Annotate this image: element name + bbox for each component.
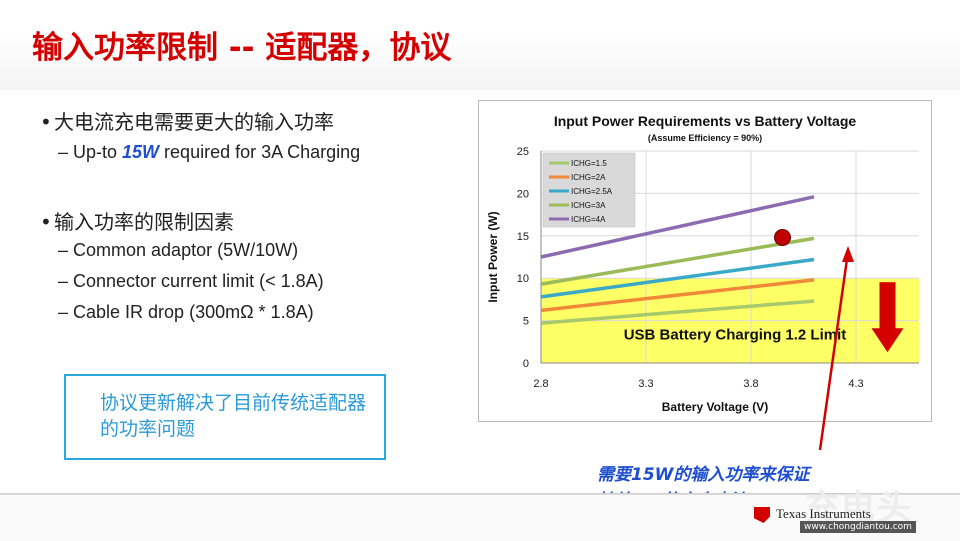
callout-line-1: 需要15W的输入功率来保证 [597, 465, 810, 485]
ti-logo-text: Texas Instruments [776, 506, 871, 521]
sub-1-prefix: – Up-to [58, 142, 123, 162]
series-line [540, 195, 815, 259]
down-arrow-shaft [879, 282, 896, 331]
sub-bullet-3: – Connector current limit (< 1.8A) [58, 271, 324, 291]
bullet-dot: • [40, 110, 52, 134]
y-tick-label: 5 [523, 316, 529, 328]
bullet-item-1: • 大电流充电需要更大的输入功率 [40, 106, 334, 135]
legend-label: ICHG=2A [571, 173, 606, 182]
power-chart: 0 5 10 15 20 25 2.8 3.3 3.8 4.3 USB Battery Chargi… [486, 113, 919, 414]
series-line [540, 299, 815, 325]
chart-title: Input Power Requirements vs Battery Volt… [554, 113, 857, 129]
down-arrow-head [871, 328, 904, 353]
note-box: 协议更新解决了目前传统适配器的功率问题 [64, 374, 386, 460]
series-line [540, 278, 815, 313]
ti-logo-icon [754, 507, 770, 524]
highlight-point [774, 228, 791, 246]
bullet-item-2: • 输入功率的限制因素 [40, 206, 234, 235]
y-tick-label: 20 [517, 188, 529, 200]
x-tick-label: 4.3 [848, 378, 863, 390]
y-tick-label: 0 [523, 358, 529, 370]
x-axis-label: Battery Voltage (V) [662, 400, 768, 414]
bullet-1-text: 大电流充电需要更大的输入功率 [54, 110, 334, 134]
note-text: 协议更新解决了目前传统适配器的功率问题 [100, 392, 367, 440]
x-tick-label: 2.8 [533, 378, 548, 390]
header-background [0, 0, 960, 90]
legend-label: ICHG=2.5A [571, 187, 613, 196]
legend-label: ICHG=4A [571, 215, 606, 224]
sub-1-suffix: required for 3A Charging [159, 142, 361, 162]
chart-subtitle: (Assume Efficiency = 90%) [648, 133, 762, 143]
y-tick-label: 25 [517, 146, 529, 158]
watermark-url: www.chongdiantou.com [800, 521, 916, 533]
limit-band-label: USB Battery Charging 1.2 Limit [624, 326, 847, 343]
y-tick-label: 10 [517, 273, 529, 285]
sub-bullet-1: – Up-to 15W required for 3A Charging [58, 142, 360, 163]
x-tick-label: 3.3 [638, 378, 653, 390]
y-axis-label: Input Power (W) [486, 211, 500, 302]
legend-label: ICHG=1.5 [571, 159, 607, 168]
footer-bar [0, 494, 960, 541]
series-line [540, 236, 815, 286]
chart-frame: 0 5 10 15 20 25 2.8 3.3 3.8 4.3 USB Battery Chargi… [478, 100, 932, 422]
legend-label: ICHG=3A [571, 201, 606, 210]
slide-title: 输入功率限制 -- 适配器，协议 [32, 30, 452, 66]
sub-bullet-4: – Cable IR drop (300mΩ * 1.8A) [58, 302, 314, 322]
footer-divider [0, 493, 960, 494]
ti-logo: Texas Instruments [754, 506, 871, 524]
sub-bullet-2: – Common adaptor (5W/10W) [58, 240, 299, 260]
series-line [540, 257, 815, 299]
x-tick-label: 3.8 [743, 378, 758, 390]
sub-1-highlight: 15W [122, 142, 160, 162]
bullet-dot: • [40, 210, 52, 234]
bullet-2-text: 输入功率的限制因素 [54, 210, 234, 234]
y-tick-label: 15 [517, 231, 529, 243]
